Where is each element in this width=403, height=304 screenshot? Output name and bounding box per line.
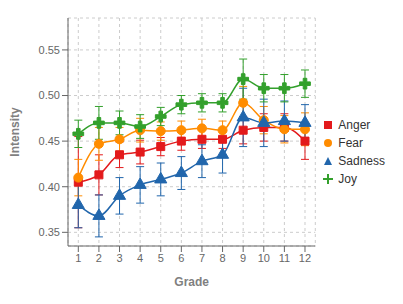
svg-text:11: 11 — [279, 252, 290, 264]
svg-text:0.40: 0.40 — [39, 181, 60, 193]
html-text:Fear: Fear — [338, 136, 363, 150]
svg-text:0.45: 0.45 — [39, 135, 60, 147]
svg-text:Intensity: Intensity — [8, 107, 22, 157]
svg-text:4: 4 — [137, 252, 143, 264]
svg-text:0.50: 0.50 — [39, 89, 60, 101]
svg-text:7: 7 — [199, 252, 205, 264]
html-text:Sadness: Sadness — [338, 154, 385, 168]
html-text:Anger: Anger — [338, 118, 371, 132]
svg-text:9: 9 — [240, 252, 246, 264]
svg-text:6: 6 — [178, 252, 184, 264]
svg-text:Grade: Grade — [174, 275, 209, 289]
html-text:Joy: Joy — [338, 172, 357, 186]
svg-text:10: 10 — [258, 252, 270, 264]
svg-text:0.35: 0.35 — [39, 226, 60, 238]
svg-text:8: 8 — [219, 252, 225, 264]
svg-text:0.55: 0.55 — [39, 44, 60, 56]
svg-text:2: 2 — [96, 252, 102, 264]
svg-text:5: 5 — [158, 252, 164, 264]
svg-text:12: 12 — [299, 252, 311, 264]
svg-text:3: 3 — [116, 252, 122, 264]
svg-text:1: 1 — [75, 252, 81, 264]
